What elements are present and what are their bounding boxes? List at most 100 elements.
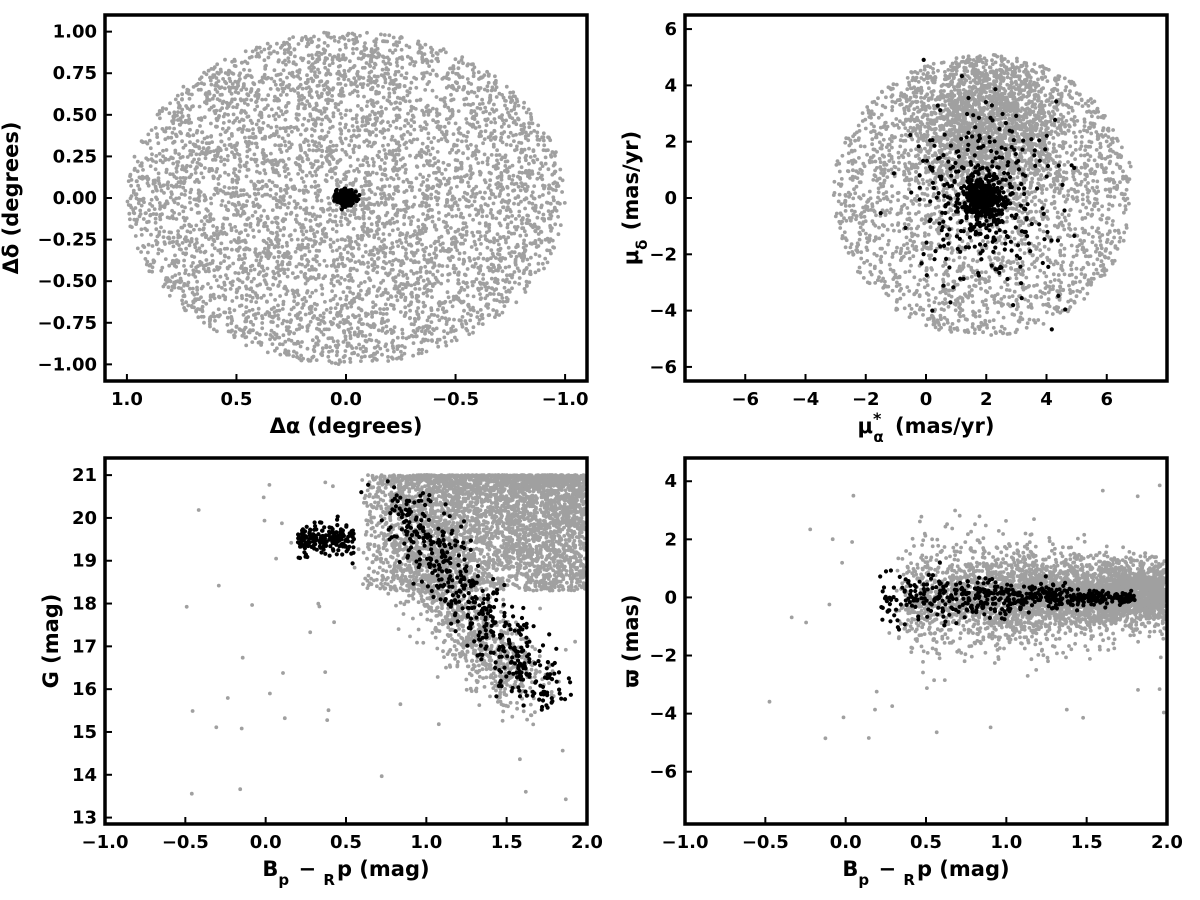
- field-star-point: [466, 130, 470, 134]
- field-star-point: [291, 289, 295, 293]
- field-star-point: [175, 170, 179, 174]
- field-star-point: [497, 313, 501, 317]
- field-star-point: [532, 161, 536, 165]
- field-star-point: [288, 261, 292, 265]
- field-star-point: [488, 178, 492, 182]
- field-star-point: [400, 48, 404, 52]
- field-star-point: [160, 249, 164, 253]
- field-star-point: [299, 358, 303, 362]
- field-star-point: [462, 86, 466, 90]
- field-star-point: [319, 222, 323, 226]
- field-star-point: [267, 56, 271, 60]
- field-star-point: [289, 255, 293, 259]
- field-star-point: [245, 175, 249, 179]
- field-star-point: [396, 185, 400, 189]
- field-star-point: [244, 267, 248, 271]
- field-star-point: [412, 203, 416, 207]
- field-star-point: [433, 264, 437, 268]
- field-star-point: [211, 224, 215, 228]
- field-star-point: [457, 257, 461, 261]
- field-star-point: [382, 96, 386, 100]
- field-star-point: [321, 208, 325, 212]
- field-star-point: [356, 158, 360, 162]
- field-star-point: [311, 149, 315, 153]
- field-star-point: [342, 322, 346, 326]
- field-star-point: [188, 287, 192, 291]
- field-star-point: [461, 227, 465, 231]
- field-star-point: [406, 276, 410, 280]
- field-star-point: [257, 95, 261, 99]
- field-star-point: [401, 282, 405, 286]
- field-star-point: [237, 74, 241, 78]
- field-star-point: [487, 229, 491, 233]
- field-star-point: [310, 134, 314, 138]
- field-star-point: [314, 307, 318, 311]
- field-star-point: [315, 223, 319, 227]
- field-star-point: [392, 350, 396, 354]
- field-star-point: [417, 40, 421, 44]
- field-star-point: [415, 164, 419, 168]
- field-star-point: [211, 243, 215, 247]
- field-star-point: [498, 253, 502, 257]
- field-star-point: [349, 139, 353, 143]
- field-star-point: [563, 201, 567, 205]
- field-star-point: [371, 130, 375, 134]
- field-star-point: [547, 191, 551, 195]
- field-star-point: [176, 164, 180, 168]
- field-star-point: [383, 161, 387, 165]
- field-star-point: [410, 81, 414, 85]
- field-star-point: [136, 160, 140, 164]
- field-star-point: [205, 95, 209, 99]
- field-star-point: [285, 184, 289, 188]
- field-star-point: [227, 119, 231, 123]
- field-star-point: [245, 293, 249, 297]
- field-star-point: [220, 93, 224, 97]
- field-star-point: [559, 223, 563, 227]
- field-star-point: [527, 263, 531, 267]
- field-star-point: [226, 316, 230, 320]
- field-star-point: [210, 83, 214, 87]
- field-star-point: [466, 77, 470, 81]
- field-star-point: [518, 177, 522, 181]
- field-star-point: [479, 130, 483, 134]
- field-star-point: [287, 338, 291, 342]
- field-star-point: [337, 65, 341, 69]
- field-star-point: [399, 295, 403, 299]
- field-star-point: [430, 59, 434, 63]
- field-star-point: [472, 187, 476, 191]
- field-star-point: [444, 344, 448, 348]
- field-star-point: [421, 77, 425, 81]
- field-star-point: [306, 139, 310, 143]
- field-star-point: [178, 123, 182, 127]
- field-star-point: [128, 217, 132, 221]
- field-star-point: [300, 229, 304, 233]
- field-star-point: [251, 329, 255, 333]
- field-star-point: [359, 51, 363, 55]
- field-star-point: [285, 76, 289, 80]
- field-star-point: [226, 323, 230, 327]
- field-star-point: [488, 269, 492, 273]
- field-star-point: [463, 238, 467, 242]
- field-star-point: [527, 121, 531, 125]
- field-star-point: [325, 158, 329, 162]
- field-star-point: [251, 228, 255, 232]
- field-star-point: [505, 167, 509, 171]
- field-star-point: [386, 120, 390, 124]
- field-star-point: [251, 308, 255, 312]
- field-star-point: [541, 164, 545, 168]
- field-star-point: [172, 127, 176, 131]
- field-star-point: [317, 141, 321, 145]
- field-star-point: [431, 89, 435, 93]
- field-star-point: [381, 55, 385, 59]
- field-star-point: [438, 338, 442, 342]
- field-star-point: [281, 254, 285, 258]
- field-star-point: [173, 149, 177, 153]
- field-star-point: [335, 208, 339, 212]
- field-star-point: [202, 321, 206, 325]
- field-star-point: [414, 335, 418, 339]
- field-star-point: [200, 150, 204, 154]
- field-star-point: [302, 96, 306, 100]
- field-star-point: [164, 107, 168, 111]
- field-star-point: [179, 176, 183, 180]
- field-star-point: [517, 118, 521, 122]
